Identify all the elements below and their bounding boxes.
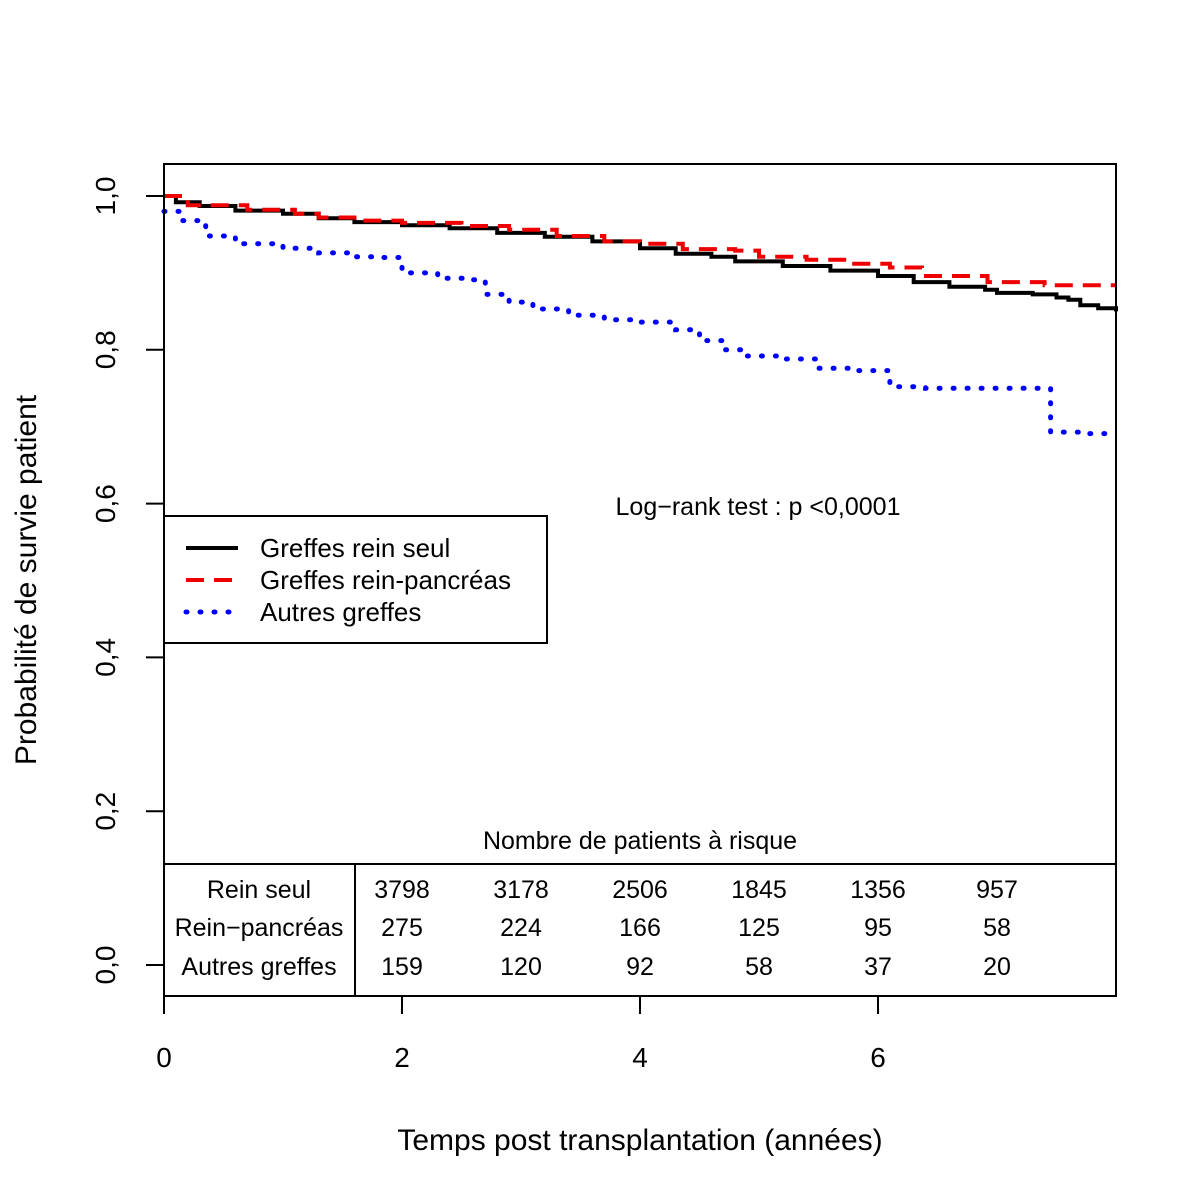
risk-row-label: Rein seul [207,876,311,904]
axes: 0 2 4 6 0,0 0,2 0,4 0,6 0,8 1,0 [90,177,886,1073]
risk-cell: 2506 [612,876,668,904]
y-tick-label: 0,4 [90,638,121,677]
risk-cell: 166 [619,914,661,942]
x-tick-label: 0 [156,1042,172,1073]
x-tick-label: 2 [394,1042,410,1073]
risk-cell: 58 [745,953,773,981]
series-line-3 [161,208,1113,437]
risk-cell: 3798 [374,876,430,904]
x-tick-label: 6 [870,1042,886,1073]
y-tick-label: 0,2 [90,792,121,831]
risk-cell: 957 [976,876,1018,904]
legend-label-3: Autres greffes [260,597,421,627]
risk-table: Rein seul 3798 3178 2506 1845 1356 957 Rein−pan… [164,863,1116,996]
legend-label-2: Greffes rein-pancréas [260,565,511,595]
risk-row-label: Rein−pancréas [175,914,344,942]
risk-cell: 58 [983,914,1011,942]
risk-cell: 159 [381,953,423,981]
survival-curves [161,194,1118,437]
y-tick-label: 1,0 [90,177,121,216]
risk-cell: 224 [500,914,542,942]
legend-label-1: Greffes rein seul [260,533,450,563]
risk-table-title: Nombre de patients à risque [483,827,797,855]
risk-cell: 37 [864,953,892,981]
risk-cell: 92 [626,953,654,981]
risk-cell: 95 [864,914,892,942]
y-tick-label: 0,8 [90,330,121,369]
series-line-2 [164,194,1116,288]
y-tick-label: 0,6 [90,484,121,523]
x-tick-label: 4 [632,1042,648,1073]
risk-cell: 1845 [731,876,787,904]
y-axis-label: Probabilité de survie patient [10,394,43,765]
y-tick-label: 0,0 [90,946,121,985]
risk-cell: 125 [738,914,780,942]
risk-cell: 120 [500,953,542,981]
risk-cell: 275 [381,914,423,942]
risk-cell: 1356 [850,876,906,904]
risk-cell: 20 [983,953,1011,981]
logrank-annotation: Log−rank test : p <0,0001 [616,493,901,521]
risk-cell: 3178 [493,876,549,904]
x-axis-label: Temps post transplantation (années) [397,1124,882,1157]
risk-row-label: Autres greffes [181,953,336,981]
